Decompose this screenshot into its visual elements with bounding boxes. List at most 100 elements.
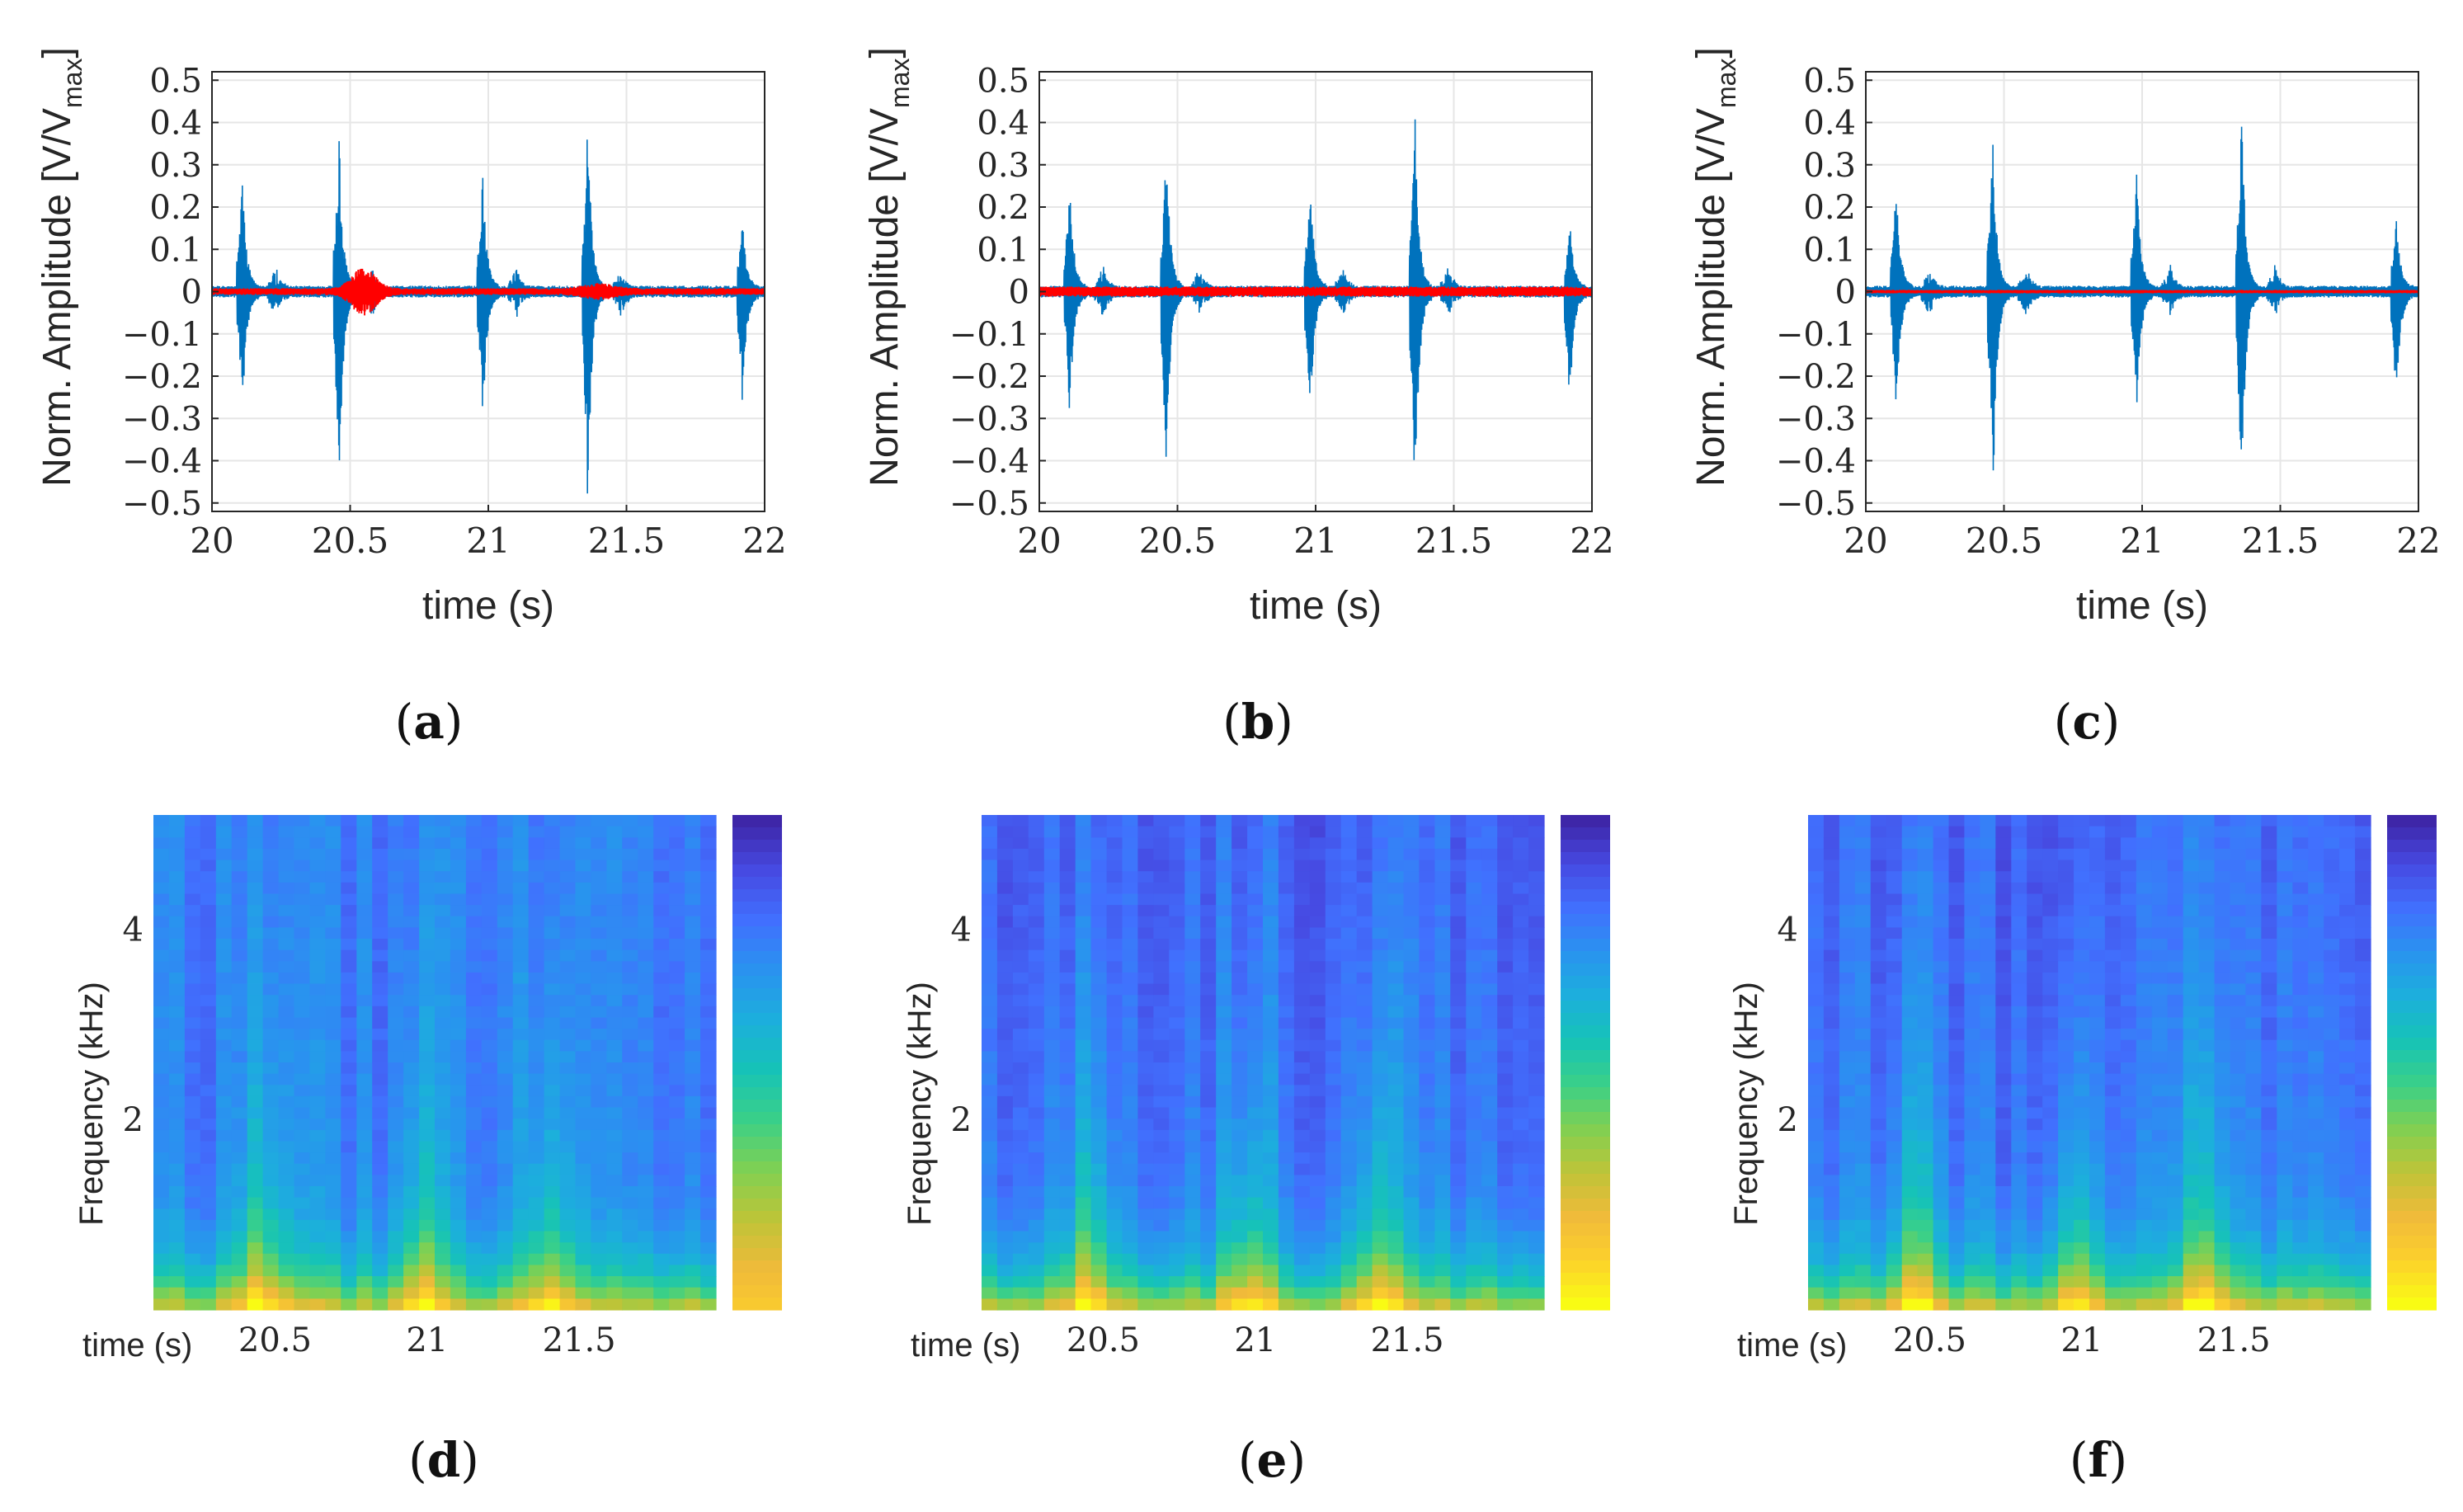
spectrogram-cell <box>1808 916 1825 928</box>
spectrogram-cell <box>1808 1253 1825 1265</box>
spectrogram-cell <box>653 837 670 850</box>
spectrogram-cell <box>1839 916 1856 928</box>
spectrogram-cell <box>372 1219 389 1232</box>
spectrogram-cell <box>1356 1085 1373 1097</box>
spectrogram-cell <box>1263 905 1279 917</box>
spectrogram-cell <box>2355 927 2371 940</box>
spectrogram-cell <box>1450 1197 1467 1209</box>
spectrogram-cell <box>1513 826 1529 838</box>
spectrogram-cell <box>184 1107 201 1119</box>
spectrogram-cell <box>1216 1231 1232 1243</box>
spectrogram-cell <box>1980 1006 1996 1018</box>
spectrogram-cell <box>278 1085 295 1097</box>
spectrogram-cell <box>606 1107 623 1119</box>
spectrogram-cell <box>1980 1208 1996 1221</box>
spectrogram-cell <box>1886 927 1903 940</box>
spectrogram-cell <box>1995 1208 2012 1221</box>
spectrogram-cell <box>606 1242 623 1255</box>
spectrogram-cell <box>153 939 170 951</box>
spectrogram-cell <box>2261 1039 2277 1052</box>
spectrogram-cell <box>1995 1276 2012 1288</box>
spectrogram-cell <box>247 1186 264 1199</box>
spectrogram-cell <box>2167 893 2184 906</box>
spectrogram-cell <box>1481 826 1498 838</box>
spectrogram-cell <box>700 1141 717 1153</box>
spectrogram-cell <box>1419 1152 1435 1165</box>
spectrogram-cell <box>2183 1242 2200 1255</box>
spectrogram-cell <box>685 916 701 928</box>
spectrogram-cell <box>1184 1051 1201 1063</box>
spectrogram-cell <box>2355 983 2371 996</box>
spectrogram-cell <box>1075 972 1092 985</box>
spectrogram-cell <box>325 1039 341 1052</box>
spectrogram-cell <box>1481 961 1498 973</box>
spectrogram-cell <box>2245 1073 2262 1086</box>
spectrogram-cell <box>700 1095 717 1109</box>
spectrogram-cell <box>262 1017 280 1029</box>
spectrogram-cell <box>1012 1129 1029 1142</box>
spectrogram-cell <box>2151 1231 2169 1243</box>
spectrogram-cell <box>1901 1253 1919 1265</box>
spectrogram-cell <box>1184 1276 1201 1288</box>
spectrogram-cell <box>1372 1253 1389 1265</box>
spectrogram-cell <box>1870 939 1887 951</box>
spectrogram-cell <box>1278 1231 1295 1243</box>
spectrogram-cell <box>1839 1298 1856 1311</box>
spectrogram-cell <box>638 882 654 894</box>
spectrogram-cell <box>1513 1219 1529 1232</box>
spectrogram-cell <box>2261 1163 2277 1175</box>
spectrogram-cell <box>450 1095 467 1109</box>
spectrogram-cell <box>1090 949 1108 962</box>
spectrogram-cell <box>1309 1107 1326 1119</box>
spectrogram-cell <box>1184 1175 1201 1187</box>
spectrogram-cell <box>1372 826 1389 838</box>
spectrogram-cell <box>1497 995 1514 1007</box>
spectrogram-cell <box>1528 837 1545 850</box>
y-tick-label: 0.4 <box>1803 105 1856 143</box>
spectrogram-cell <box>2230 1242 2246 1255</box>
spectrogram-cell <box>231 1175 248 1187</box>
spectrogram-cell <box>2120 1242 2137 1255</box>
spectrogram-cell <box>215 1085 233 1097</box>
spectrogram-cell <box>1153 1253 1170 1265</box>
colorbar-cell <box>732 1211 782 1224</box>
x-tick-label: 21.5 <box>588 520 666 561</box>
spectrogram-cell <box>591 860 607 872</box>
spectrogram-cell <box>1387 1006 1405 1018</box>
spectrogram-cell <box>1528 1186 1545 1199</box>
spectrogram-cell <box>2292 815 2309 827</box>
spectrogram-cell <box>1466 1163 1482 1175</box>
spectrogram-cell <box>200 905 217 917</box>
spectrogram-cell <box>262 871 280 883</box>
spectrogram-cell <box>575 1051 591 1063</box>
spectrogram-cell <box>231 1197 248 1209</box>
spectrogram-cell <box>247 1287 264 1299</box>
spectrogram-cell <box>1933 1129 1950 1142</box>
spectrogram-cell <box>2308 983 2324 996</box>
spectrogram-cell <box>1106 995 1123 1007</box>
spectrogram-cell <box>669 995 685 1007</box>
spectrogram-cell <box>1497 927 1514 940</box>
spectrogram-cell <box>1293 837 1311 850</box>
spectrogram-cell <box>356 1129 373 1142</box>
spectrogram-cell <box>685 1051 701 1063</box>
spectrogram-cell <box>388 995 404 1007</box>
spectrogram-cell <box>544 1219 561 1232</box>
spectrogram-cell <box>1886 1029 1903 1041</box>
colorbar-cell <box>732 926 782 940</box>
spectrogram-cell <box>700 893 717 906</box>
spectrogram-cell <box>1948 1095 1965 1109</box>
spectrogram-cell <box>1169 837 1185 850</box>
spectrogram-cell <box>2339 815 2356 827</box>
spectrogram-cell <box>341 1119 357 1131</box>
spectrogram-cell <box>1340 1265 1358 1277</box>
spectrogram-cell <box>403 1085 420 1097</box>
spectrogram-cell <box>309 882 326 894</box>
spectrogram-cell <box>2120 1276 2137 1288</box>
y-tick-label: 0.3 <box>977 147 1029 185</box>
spectrogram-cell <box>2027 815 2043 827</box>
spectrogram-cell <box>1528 1073 1545 1086</box>
spectrogram-cell <box>1372 1287 1389 1299</box>
spectrogram-cell <box>1948 1152 1965 1165</box>
spectrogram-cell <box>1870 815 1887 827</box>
